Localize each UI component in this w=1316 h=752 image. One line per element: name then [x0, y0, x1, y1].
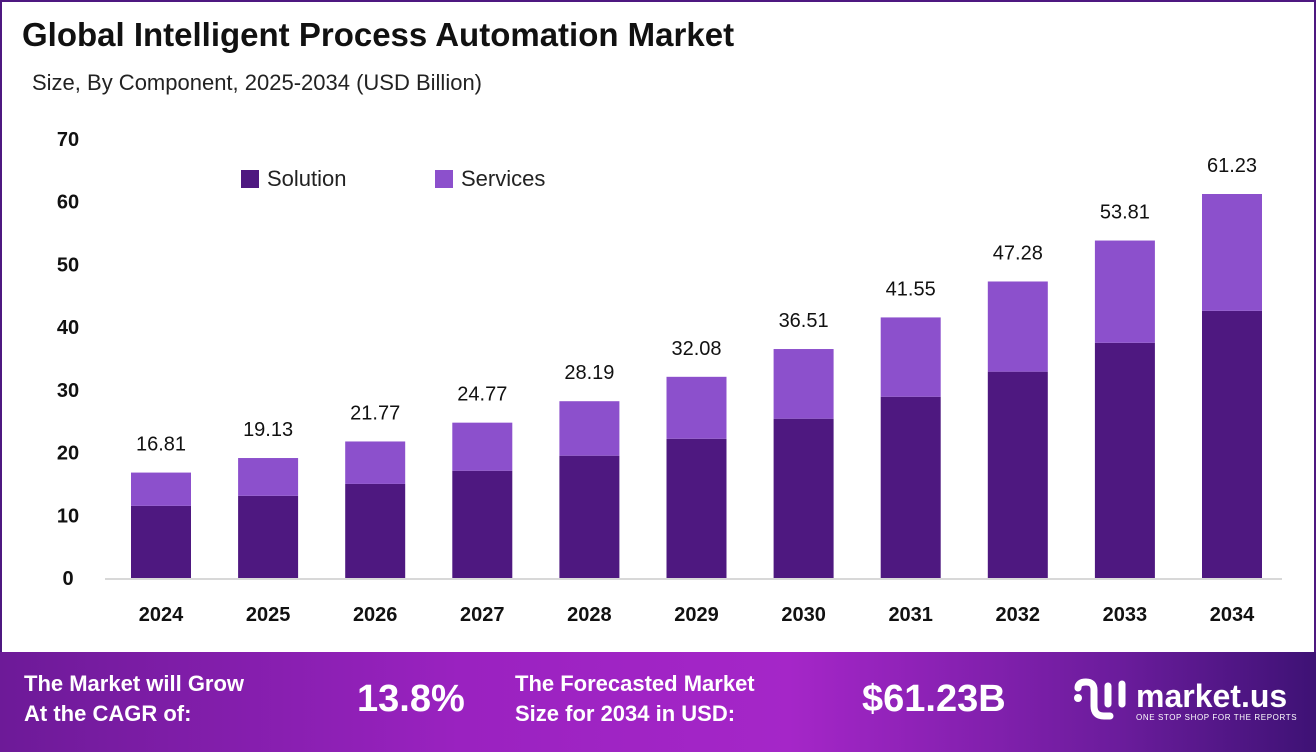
forecast-value: $61.23B	[862, 678, 1006, 720]
x-tick-label: 2025	[246, 604, 291, 626]
cagr-label-line1: The Market will Grow	[24, 671, 245, 696]
y-tick-label: 40	[57, 317, 79, 339]
data-label: 53.81	[1100, 202, 1150, 224]
data-label: 28.19	[564, 362, 614, 384]
data-label: 41.55	[886, 278, 936, 300]
bar-solution	[1202, 310, 1262, 578]
legend-label-solution: Solution	[267, 166, 347, 191]
bar-solution	[773, 418, 834, 578]
logo-name: market.us	[1136, 677, 1288, 714]
x-tick-label: 2033	[1103, 604, 1148, 626]
forecast-label-line2: Size for 2034 in USD:	[515, 701, 736, 726]
bar-services	[666, 376, 727, 439]
y-tick-label: 20	[57, 443, 79, 465]
data-label: 36.51	[779, 310, 829, 332]
bar-solution	[131, 505, 191, 578]
logo-icon	[1074, 678, 1126, 720]
bar-solution	[452, 470, 513, 578]
bar-services	[1094, 240, 1155, 343]
bar-services	[345, 441, 406, 484]
bar-solution	[987, 371, 1048, 578]
x-tick-label: 2030	[781, 604, 826, 626]
legend-swatch-services	[435, 170, 453, 188]
cagr-label: The Market will Grow At the CAGR of:	[24, 669, 244, 729]
bar-services	[238, 458, 299, 496]
bar-services	[773, 349, 834, 419]
x-tick-label: 2031	[888, 604, 933, 626]
cagr-value: 13.8%	[357, 678, 465, 720]
data-label: 19.13	[243, 419, 293, 441]
x-tick-label: 2028	[567, 604, 612, 626]
y-tick-label: 70	[57, 129, 79, 151]
bar-services	[1202, 194, 1262, 311]
bar-services	[452, 422, 513, 471]
market-us-logo: market.us ONE STOP SHOP FOR THE REPORTS	[1072, 676, 1297, 724]
data-label: 32.08	[671, 338, 721, 360]
legend-label-services: Services	[461, 166, 545, 191]
bar-solution	[666, 438, 727, 578]
chart-title: Global Intelligent Process Automation Ma…	[22, 16, 735, 53]
summary-banner: The Market will Grow At the CAGR of: 13.…	[0, 652, 1316, 752]
y-tick-label: 0	[62, 568, 73, 590]
data-label: 24.77	[457, 384, 507, 406]
x-tick-label: 2024	[139, 604, 184, 626]
bar-services	[880, 317, 941, 397]
forecast-label-line1: The Forecasted Market	[515, 671, 755, 696]
x-tick-label: 2032	[996, 604, 1041, 626]
bar-services	[987, 281, 1048, 372]
y-tick-label: 10	[57, 505, 79, 527]
bar-solution	[880, 396, 941, 578]
cagr-label-line2: At the CAGR of:	[24, 701, 192, 726]
bar-services	[559, 401, 620, 456]
bar-solution	[345, 483, 406, 578]
legend-swatch-solution	[241, 170, 259, 188]
y-tick-label: 50	[57, 254, 79, 276]
bar-chart: 01020304050607016.81202419.13202521.7720…	[57, 129, 1282, 626]
logo-tagline: ONE STOP SHOP FOR THE REPORTS	[1136, 712, 1298, 722]
data-label: 47.28	[993, 242, 1043, 264]
x-tick-label: 2029	[674, 604, 719, 626]
y-tick-label: 30	[57, 380, 79, 402]
chart-subtitle: Size, By Component, 2025-2034 (USD Billi…	[32, 70, 483, 95]
data-label: 21.77	[350, 402, 400, 424]
bar-solution	[238, 495, 299, 578]
y-tick-label: 60	[57, 192, 79, 214]
x-tick-label: 2034	[1210, 604, 1255, 626]
forecast-label: The Forecasted Market Size for 2034 in U…	[515, 669, 755, 729]
bar-solution	[1094, 342, 1155, 578]
x-tick-label: 2026	[353, 604, 398, 626]
data-label: 16.81	[136, 434, 186, 456]
data-label: 61.23	[1207, 155, 1257, 177]
x-tick-label: 2027	[460, 604, 505, 626]
bar-services	[131, 472, 191, 506]
bar-solution	[559, 455, 620, 578]
